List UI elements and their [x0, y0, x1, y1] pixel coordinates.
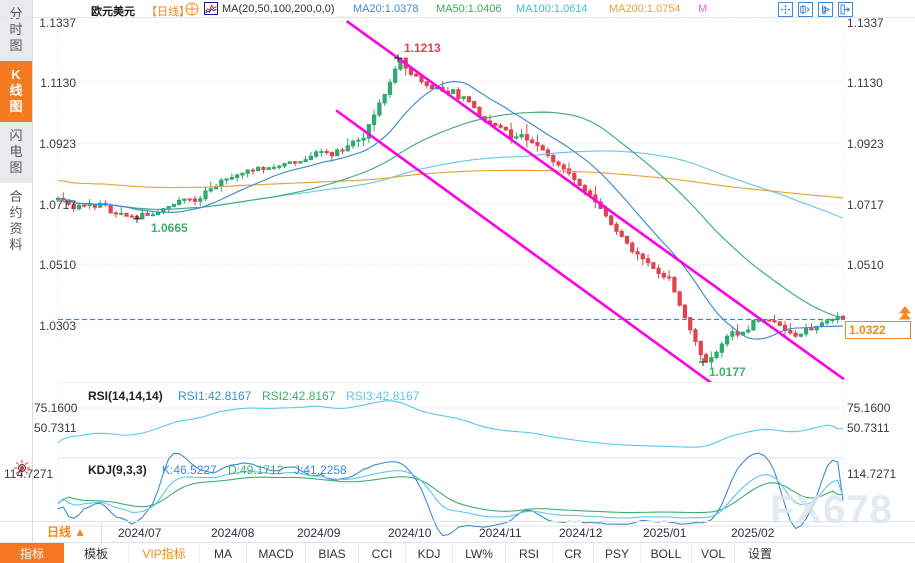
- svg-text:1.0177: 1.0177: [709, 365, 746, 379]
- svg-text:1.1213: 1.1213: [404, 41, 441, 55]
- svg-text:1.0665: 1.0665: [151, 221, 188, 235]
